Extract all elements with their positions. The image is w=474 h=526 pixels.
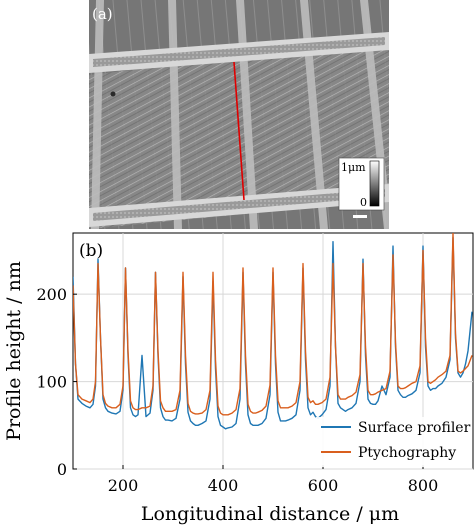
colorbar-max-label: 1μm [341, 161, 366, 174]
colorbar-min-label: 0 [360, 196, 367, 209]
legend-label-ptychography: Ptychography [358, 445, 456, 461]
x-tick-label: 800 [408, 476, 439, 495]
y-tick-label: 100 [36, 373, 67, 392]
x-tick-label: 200 [108, 476, 139, 495]
x-tick-label: 400 [208, 476, 239, 495]
panel-b-label: (b) [79, 241, 103, 261]
profile-line [233, 61, 245, 201]
x-tick-label: 600 [308, 476, 339, 495]
series-line-ptychography [73, 233, 473, 416]
scale-bar [353, 215, 367, 218]
y-axis-label: Profile height / nm [3, 261, 25, 441]
micrograph-panel [89, 0, 389, 229]
height-colorbar: 1μm 0 [338, 157, 385, 211]
y-tick-label: 0 [57, 460, 67, 479]
legend: Surface profiler Ptychography [316, 417, 472, 467]
axis-ticks: 200 400 600 800 0 100 200 [36, 285, 438, 495]
profile-chart: 200 400 600 800 0 100 200 (b) Surface profiler… [3, 232, 474, 525]
x-axis-label: Longitudinal distance / μm [141, 503, 399, 525]
panel-a-label: (a) [92, 5, 113, 23]
y-tick-label: 200 [36, 285, 67, 304]
legend-label-surface-profiler: Surface profiler [358, 420, 471, 436]
series-layer [73, 233, 473, 430]
